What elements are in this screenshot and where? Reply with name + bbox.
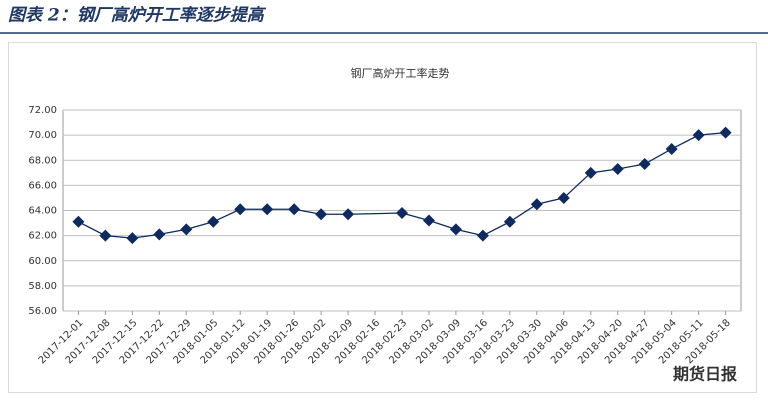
data-point (315, 208, 328, 221)
chart-frame (8, 42, 757, 393)
data-point (207, 215, 220, 228)
data-point (396, 207, 408, 220)
data-point (530, 198, 543, 211)
data-point (153, 228, 166, 241)
data-point (638, 158, 651, 171)
data-point (99, 229, 112, 242)
y-tick-label: 58.00 (28, 281, 57, 292)
data-point (261, 203, 274, 216)
data-point (422, 214, 435, 227)
data-point (449, 223, 462, 236)
watermark: 期货日报 (673, 365, 737, 384)
y-tick-label: 64.00 (28, 206, 57, 217)
y-tick-label: 72.00 (28, 105, 57, 116)
data-point (503, 215, 516, 228)
y-tick-label: 62.00 (28, 231, 57, 242)
data-point (584, 166, 597, 179)
data-point (557, 191, 570, 204)
y-tick-label: 66.00 (28, 180, 57, 191)
data-point (72, 215, 85, 228)
y-tick-label: 56.00 (28, 306, 57, 317)
data-point (665, 142, 678, 155)
data-point (692, 129, 705, 142)
data-point (288, 203, 301, 216)
data-point (476, 229, 489, 242)
data-point (719, 126, 732, 139)
data-point (180, 223, 193, 236)
y-tick-label: 68.00 (28, 155, 57, 166)
header-title: 图表 2：钢厂高炉开工率逐步提高 (8, 6, 267, 26)
data-point (234, 203, 247, 216)
data-point (126, 232, 139, 245)
data-point (342, 208, 355, 221)
y-tick-label: 60.00 (28, 256, 57, 267)
data-point (611, 163, 624, 176)
chart-title: 钢厂高炉开工率走势 (351, 66, 450, 80)
y-tick-label: 70.00 (28, 130, 57, 141)
